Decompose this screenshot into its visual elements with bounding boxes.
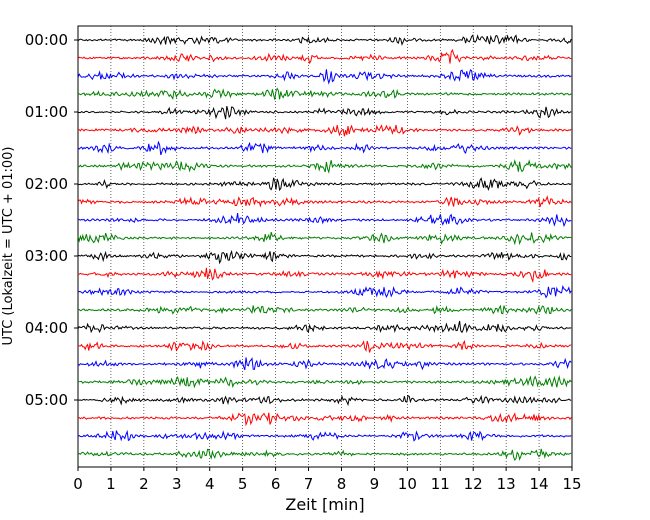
x-tick-label: 8	[337, 475, 347, 493]
trace-0230	[77, 212, 572, 228]
trace-0345	[77, 304, 572, 315]
trace-0215	[77, 195, 572, 208]
trace-0245	[77, 231, 572, 246]
y-tick-label: 01:00	[25, 103, 68, 121]
trace-0015	[77, 48, 572, 65]
trace-0545	[77, 448, 572, 462]
trace-0315	[77, 267, 572, 284]
y-tick-label: 00:00	[25, 31, 68, 49]
trace-0030	[77, 69, 572, 85]
x-tick-label: 3	[172, 475, 182, 493]
y-tick-label: 04:00	[25, 319, 68, 337]
trace-0415	[77, 339, 572, 353]
x-tick-label: 15	[562, 475, 581, 493]
trace-0300	[77, 249, 572, 265]
x-tick-label: 7	[304, 475, 314, 493]
x-axis-label: Zeit [min]	[285, 495, 364, 514]
x-tick-label: 2	[139, 475, 149, 493]
plot-frame	[77, 25, 573, 468]
x-ticks: 0 1 2 3 4 5 6 7 8 9 10 11 12 13 14 15	[73, 467, 582, 493]
trace-0515	[77, 412, 572, 427]
x-tick-label: 14	[530, 475, 549, 493]
trace-0145	[77, 158, 572, 174]
x-tick-label: 9	[370, 475, 380, 493]
trace-0130	[77, 140, 572, 156]
x-tick-label: 0	[73, 475, 83, 493]
trace-0100	[77, 105, 572, 120]
y-axis-label: UTC (Lokalzeit = UTC + 01:00)	[1, 147, 16, 346]
trace-0200	[77, 177, 572, 192]
trace-0400	[77, 320, 572, 334]
x-tick-label: 11	[431, 475, 450, 493]
trace-0445	[77, 374, 572, 389]
y-tick-label: 03:00	[25, 247, 68, 265]
trace-0045	[77, 87, 572, 100]
y-ticks: 00:00 01:00 02:00 03:00 04:00 05:00	[25, 31, 78, 409]
x-tick-label: 5	[238, 475, 248, 493]
x-tick-label: 6	[271, 475, 281, 493]
trace-0115	[77, 124, 572, 137]
x-tick-label: 13	[497, 475, 516, 493]
y-tick-label: 05:00	[25, 391, 68, 409]
y-tick-label: 02:00	[25, 175, 68, 193]
x-tick-label: 10	[398, 475, 417, 493]
trace-0500	[77, 394, 572, 407]
x-tick-label: 12	[464, 475, 483, 493]
x-tick-label: 4	[205, 475, 215, 493]
trace-0330	[77, 284, 572, 299]
traces	[77, 34, 572, 462]
trace-0530	[77, 429, 572, 442]
trace-0430	[77, 357, 572, 371]
x-tick-label: 1	[106, 475, 116, 493]
trace-0000	[77, 34, 572, 46]
